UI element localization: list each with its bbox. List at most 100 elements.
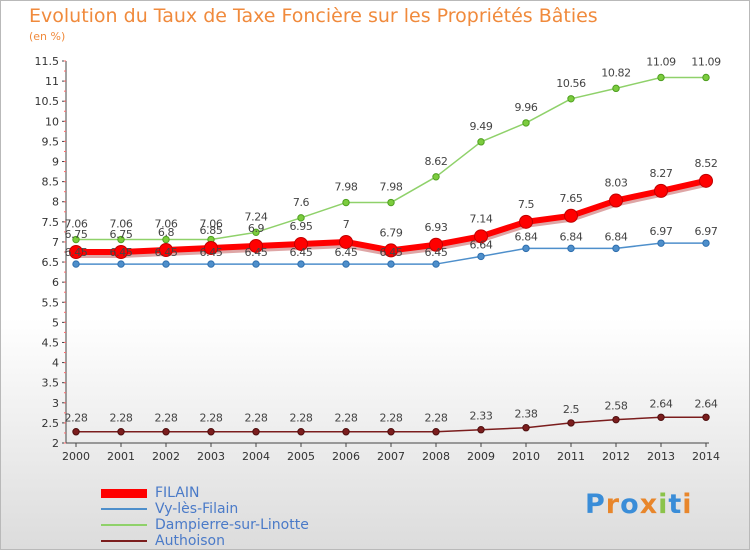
y-tick-label: 3.5 [42,377,60,390]
x-tick-label: 2010 [512,450,540,463]
legend-item: Dampierre-sur-Linotte [101,517,309,533]
data-point [567,419,575,427]
data-label: 2.28 [425,412,448,425]
legend-label: Vy-lès-Filain [155,501,239,517]
data-point [342,260,350,268]
data-label: 9.49 [470,120,493,133]
data-point [567,95,575,103]
data-label: 8.52 [695,157,718,170]
logo-letter: x [639,489,659,520]
x-tick-label: 2013 [647,450,675,463]
data-point [699,173,713,188]
data-point [342,198,350,207]
logo-letter: o [620,489,640,520]
data-label: 6.45 [380,246,403,259]
data-label: 2.28 [380,412,403,425]
chart-title: Evolution du Taux de Taxe Foncière sur l… [29,5,598,27]
data-point [477,426,485,434]
data-label: 2.38 [515,408,538,421]
y-tick-label: 6.5 [42,256,60,269]
data-label: 6.84 [605,230,628,243]
data-label: 6.93 [425,221,448,234]
y-tick-label: 6 [52,276,59,289]
data-label: 7.24 [245,210,268,223]
data-point [702,73,710,82]
data-label: 7.6 [293,196,310,209]
data-point [657,413,665,421]
data-point [72,235,80,244]
data-label: 7.65 [560,192,583,205]
data-label: 6.45 [290,246,313,259]
data-label: 10.82 [601,66,631,79]
data-point [564,208,578,223]
data-point [114,245,128,259]
data-label: 6.79 [380,226,403,239]
legend-item: Authoison [101,533,309,549]
data-label: 6.45 [155,246,178,259]
y-tick-label: 11 [45,75,59,88]
legend-label: Authoison [155,533,225,549]
data-point [522,424,530,432]
legend-item: FILAIN [101,485,309,501]
data-label: 6.8 [158,226,175,239]
data-point [162,235,170,244]
data-label: 7.06 [155,218,178,231]
data-label: 6.45 [425,246,448,259]
data-point [387,428,395,436]
data-label: 2.58 [605,400,628,413]
data-point [474,229,488,244]
data-point [657,73,665,82]
legend-swatch [101,488,147,498]
proxiti-logo: Proxiti [585,489,693,520]
data-point [702,239,710,247]
data-point [702,413,710,421]
data-point [477,252,485,261]
x-tick-label: 2006 [332,450,360,463]
data-point [162,428,170,436]
logo-letter: r [605,489,621,520]
data-label: 6.75 [110,228,133,241]
data-point [612,415,620,424]
x-tick-label: 2009 [467,450,495,463]
data-point [567,244,575,253]
data-point [252,228,260,236]
legend-label: Dampierre-sur-Linotte [155,517,309,533]
data-label: 7.06 [110,218,133,231]
data-point [204,240,218,255]
data-point [609,193,623,208]
data-label: 2.28 [245,412,268,425]
x-tick-label: 2003 [197,450,225,463]
data-point [207,260,215,268]
data-label: 2.64 [650,397,673,410]
data-label: 7.98 [380,181,403,194]
data-point [117,428,125,436]
data-point [657,239,665,247]
data-point [612,84,620,93]
data-point [384,243,398,258]
data-point [297,214,305,222]
data-point [117,235,125,244]
data-label: 7.06 [65,218,88,231]
logo-letter: t [668,489,683,520]
data-label: 2.28 [110,412,133,425]
data-label: 6.45 [335,246,358,259]
unit-label: (en %) [29,30,66,43]
data-point [69,245,83,259]
data-label: 7.06 [200,218,223,231]
data-label: 6.45 [110,246,133,259]
data-point [654,183,668,198]
data-label: 11.09 [646,55,676,68]
data-label: 6.45 [245,246,268,259]
data-label: 10.56 [556,77,586,90]
data-point [294,236,308,251]
x-tick-label: 2011 [557,450,585,463]
data-label: 6.84 [515,230,538,243]
x-tick-label: 2014 [692,450,720,463]
legend-swatch [101,540,147,542]
data-label: 6.95 [290,220,313,233]
legend: FILAIN Vy-lès-Filain Dampierre-sur-Linotte… [101,485,309,549]
y-tick-label: 11.5 [35,55,60,68]
data-point [72,260,80,268]
data-point [429,237,443,252]
data-label: 8.27 [650,167,673,180]
